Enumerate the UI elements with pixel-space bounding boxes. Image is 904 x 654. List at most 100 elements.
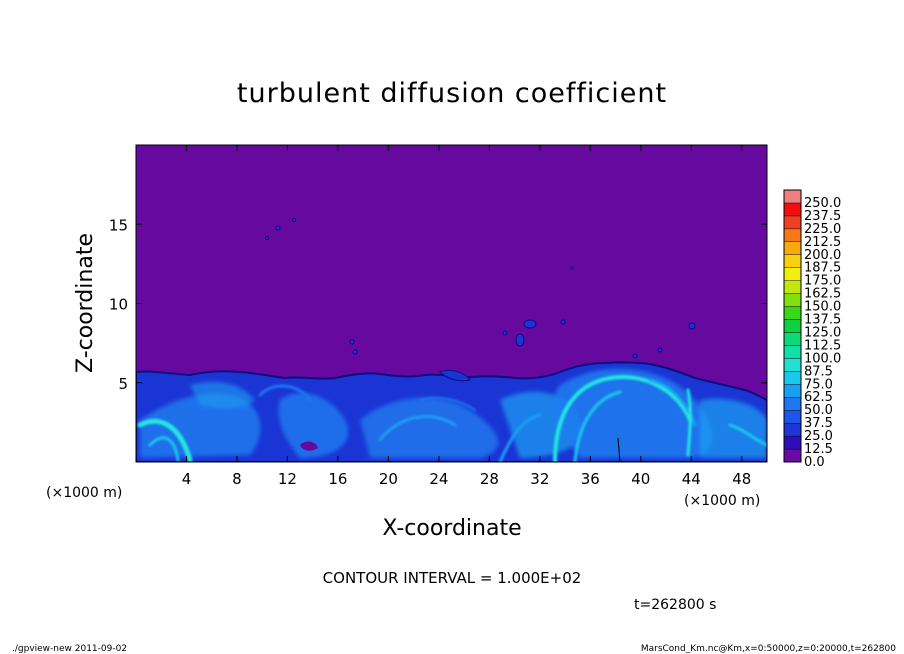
isolated-blobs [265, 218, 696, 382]
colorbar-label: 137.5 [804, 313, 841, 328]
colorbar-label: 175.0 [804, 274, 841, 289]
blob-11 [632, 353, 638, 359]
colorbar-label: 250.0 [804, 196, 841, 211]
eddy-blue-2 [278, 392, 348, 458]
x-tick-label: 4 [182, 470, 192, 488]
colorbar-swatch [783, 319, 802, 333]
colorbar-label: 50.0 [804, 403, 833, 418]
turbulence-streaks [137, 375, 767, 462]
colorbar-swatch [783, 397, 802, 411]
colorbar-label: 75.0 [804, 377, 833, 392]
colorbar-swatch [783, 371, 802, 385]
colorbar-label: 37.5 [804, 416, 833, 431]
colorbar-swatch [783, 241, 802, 255]
colorbar-label: 212.5 [804, 235, 841, 250]
colorbar-swatch [783, 448, 802, 463]
y-tick-label: 5 [118, 375, 128, 393]
eddy-blue-6 [700, 398, 767, 458]
colorbar-swatch [783, 189, 802, 204]
x-tick-label: 40 [631, 470, 650, 488]
x-tick-label: 32 [530, 470, 549, 488]
colorbar-swatch [783, 345, 802, 359]
eddy-blue-7 [190, 381, 255, 409]
chart-title: turbulent diffusion coefficient [237, 78, 667, 109]
colorbar-label: 112.5 [804, 338, 841, 353]
x-unit-left: (×1000 m) [46, 485, 122, 501]
x-tick-label: 20 [379, 470, 398, 488]
colorbar-label: 237.5 [804, 209, 841, 224]
blob-9 [688, 322, 696, 330]
footer-right: MarsCond_Km.nc@Km,x=0:50000,z=0:20000,t=… [641, 644, 896, 654]
y-tick-label: 10 [109, 296, 128, 314]
colorbar-swatch [783, 202, 802, 217]
colorbar-swatch [783, 215, 802, 230]
time-label: t=262800 s [634, 597, 716, 613]
streak-cyan-3 [573, 390, 622, 462]
colorbar-swatch [783, 280, 802, 294]
streak-blue-6 [419, 397, 476, 411]
colorbar-swatch [783, 267, 802, 281]
colorbar-label: 25.0 [804, 429, 833, 444]
streak-blue-3 [378, 415, 457, 442]
streak-cyan-4 [686, 388, 692, 457]
colorbar-label: 125.0 [804, 325, 841, 340]
streak-cyan-2 [553, 375, 692, 462]
plot-area [136, 145, 767, 462]
streak-blue-1 [148, 436, 180, 462]
y-axis-ticks: 5 10 15 [109, 216, 767, 393]
x-tick-label: 24 [429, 470, 448, 488]
colorbar: 0.012.525.037.550.062.575.087.5100.0112.… [783, 189, 841, 470]
blob-5 [515, 333, 525, 347]
streak-blue-4 [258, 384, 312, 402]
colorbar-label: 62.5 [804, 390, 833, 405]
y-axis-label: Z-coordinate [73, 233, 98, 373]
streak-blue-2 [498, 413, 542, 462]
blob-6 [502, 330, 508, 336]
blob-12 [560, 319, 566, 325]
blob-10 [657, 347, 663, 353]
x-tick-label: 48 [732, 470, 751, 488]
vertical-plume [617, 437, 621, 462]
blob-7 [349, 339, 355, 345]
colorbar-swatch [783, 358, 802, 372]
colorbar-label: 187.5 [804, 261, 841, 276]
colorbar-label: 0.0 [804, 455, 825, 470]
x-axis-ticks: 4 8 12 16 20 24 28 32 36 40 44 48 [182, 145, 751, 488]
eddy-blue-3 [360, 397, 499, 458]
colorbar-label: 162.5 [804, 287, 841, 302]
blob-3 [292, 218, 296, 222]
blob-13 [570, 266, 574, 270]
x-tick-label: 36 [581, 470, 600, 488]
colorbar-swatch [783, 384, 802, 398]
x-tick-label: 44 [682, 470, 701, 488]
colorbar-swatch [783, 254, 802, 268]
colorbar-label: 12.5 [804, 442, 833, 457]
low-region-patch [300, 441, 318, 451]
colorbar-label: 87.5 [804, 364, 833, 379]
x-tick-label: 16 [328, 470, 347, 488]
colorbar-label: 225.0 [804, 222, 841, 237]
footer-left: ./gpview-new 2011-09-02 [12, 644, 127, 654]
y-tick-label: 15 [109, 216, 128, 234]
contour-interval-label: CONTOUR INTERVAL = 1.000E+02 [323, 569, 582, 587]
blob-4 [523, 319, 537, 329]
turbulent-layer [136, 361, 767, 462]
colorbar-label: 200.0 [804, 248, 841, 263]
colorbar-swatch [783, 306, 802, 320]
blob-2 [265, 236, 269, 240]
colorbar-label: 100.0 [804, 351, 841, 366]
blob-14 [439, 369, 471, 382]
x-axis-label: X-coordinate [382, 516, 521, 541]
x-tick-label: 8 [232, 470, 242, 488]
streak-cyan-5 [728, 423, 767, 447]
colorbar-swatch [783, 435, 802, 450]
streak-cyan-1 [137, 418, 193, 462]
colorbar-swatch [783, 228, 802, 243]
colorbar-label: 150.0 [804, 300, 841, 315]
blob-1 [275, 225, 281, 231]
x-tick-label: 12 [278, 470, 297, 488]
streak-blue-5 [648, 378, 697, 427]
x-unit-right: (×1000 m) [684, 493, 760, 509]
colorbar-swatch [783, 293, 802, 307]
